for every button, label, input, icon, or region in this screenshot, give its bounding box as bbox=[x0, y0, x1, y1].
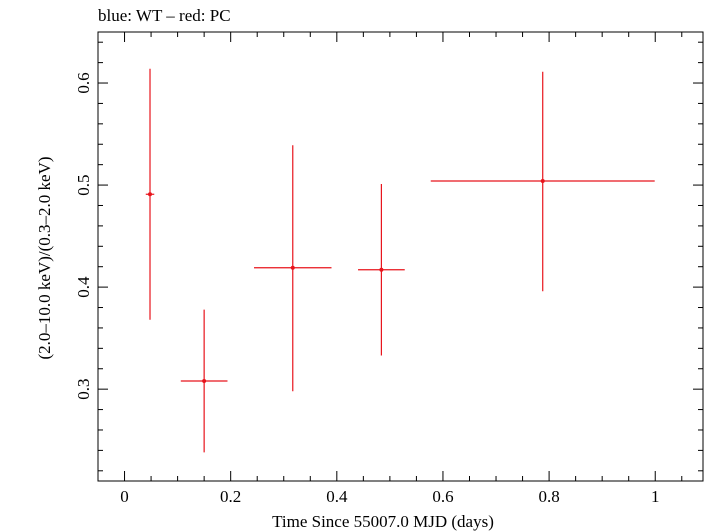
y-axis: 0.3 0.4 0.5 0.6 bbox=[74, 41, 703, 472]
y-tick-label: 0.4 bbox=[74, 276, 93, 298]
point-marker bbox=[290, 265, 295, 270]
x-tick-label: 0.8 bbox=[538, 487, 559, 506]
point-marker bbox=[148, 192, 153, 197]
x-tick-label: 1 bbox=[651, 487, 660, 506]
data-series-pc bbox=[145, 68, 655, 453]
x-tick-label: 0 bbox=[120, 487, 129, 506]
x-axis: 0 0.2 0.4 0.6 0.8 1 bbox=[97, 32, 683, 506]
data-point bbox=[358, 184, 405, 356]
chart-title: blue: WT – red: PC bbox=[98, 6, 231, 25]
point-marker bbox=[202, 378, 207, 383]
x-tick-label: 0.4 bbox=[326, 487, 348, 506]
point-marker bbox=[379, 267, 384, 272]
x-tick-label: 0.6 bbox=[432, 487, 453, 506]
x-tick-label: 0.2 bbox=[220, 487, 241, 506]
data-point bbox=[180, 309, 228, 453]
y-tick-label: 0.5 bbox=[74, 174, 93, 195]
y-tick-label: 0.3 bbox=[74, 379, 93, 400]
y-axis-label: (2.0–10.0 keV)/(0.3–2.0 keV) bbox=[35, 156, 54, 359]
plot-frame bbox=[97, 31, 704, 482]
data-point bbox=[254, 145, 332, 392]
data-point bbox=[145, 68, 155, 320]
data-point bbox=[430, 71, 655, 292]
point-marker bbox=[540, 178, 545, 183]
y-tick-label: 0.6 bbox=[74, 72, 93, 93]
x-axis-label: Time Since 55007.0 MJD (days) bbox=[272, 512, 494, 531]
